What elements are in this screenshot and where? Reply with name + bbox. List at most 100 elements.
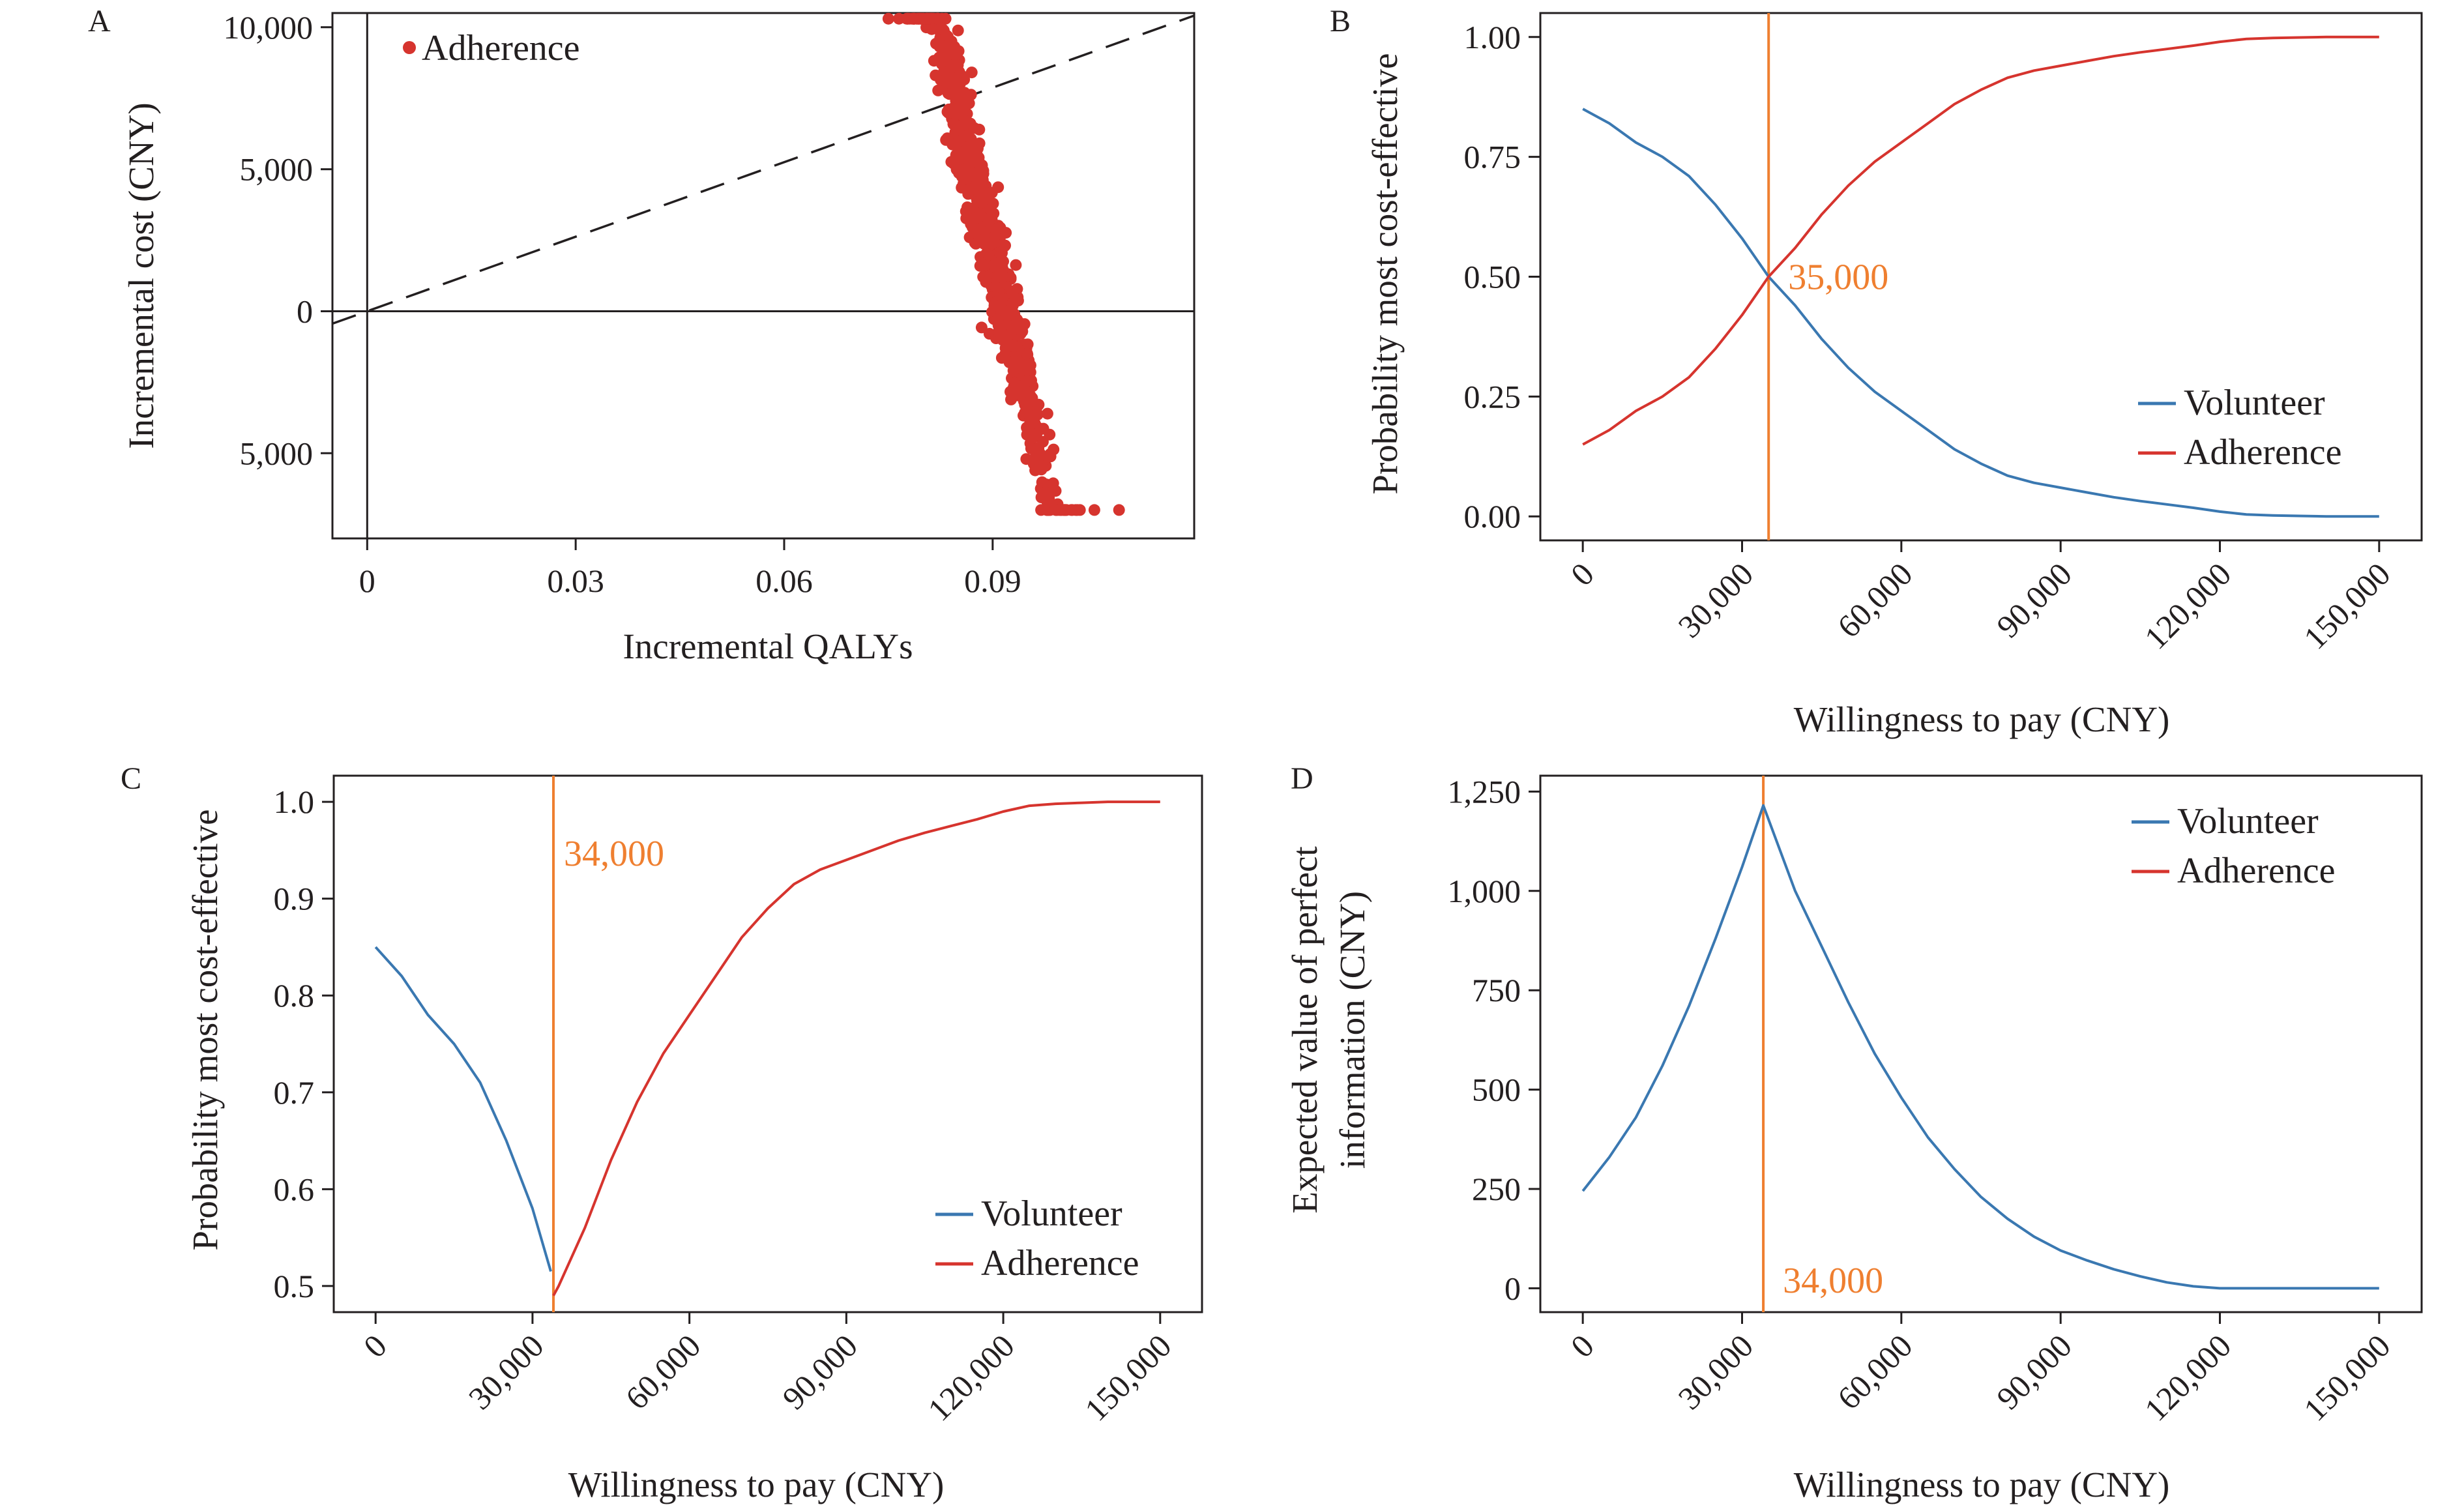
panel-c-series-volunteer — [374, 946, 552, 1272]
panel-a-point — [947, 72, 960, 85]
panel-letter-b: B — [1330, 4, 1351, 38]
panel-c-ytick-label: 0.7 — [274, 1074, 315, 1111]
panel-a-point — [1053, 504, 1066, 516]
panel-b-ytick-label: 0.75 — [1464, 139, 1521, 175]
panel-a-threshold-dashed-line — [332, 14, 1194, 325]
panel-c-legend-label-adherence: Adherence — [981, 1243, 1139, 1283]
panel-d-ytick-label: 750 — [1472, 972, 1521, 1008]
panel-a-point — [955, 119, 967, 132]
panel-a-point — [1010, 259, 1022, 271]
panel-a-point — [972, 196, 984, 208]
panel-c-acceptability-frontier: Willingness to pay (CNY) Probability mos… — [185, 774, 1203, 1504]
panel-a-ytick-label: 10,000 — [224, 9, 314, 46]
panel-a-ytick-label: 5,000 — [240, 151, 314, 188]
panel-a-point — [1000, 227, 1012, 239]
panel-a-point — [932, 84, 945, 96]
panel-b-series-adherence — [1582, 35, 2379, 446]
panel-a-plot-frame — [331, 12, 1195, 540]
panel-b-ytick-label: 0.25 — [1464, 378, 1521, 415]
panel-a-point — [964, 183, 976, 196]
panel-a-point — [941, 132, 954, 145]
panel-a-legend-label-adherence: Adherence — [422, 28, 580, 68]
panel-a-point — [1044, 428, 1056, 441]
panel-d-xtick-label: 90,000 — [1989, 1327, 2079, 1416]
panel-a-ytick-label: 0 — [297, 293, 313, 329]
panel-a-point — [943, 42, 955, 54]
panel-a-point — [995, 267, 1008, 280]
panel-a-point — [1021, 375, 1033, 387]
panel-a-xtick-label: 0.06 — [755, 563, 813, 599]
panel-b-threshold-label: 35,000 — [1788, 257, 1888, 298]
panel-d-xtick-label: 0 — [1564, 1327, 1601, 1364]
panel-c-xtick-label: 30,000 — [462, 1327, 551, 1416]
panel-a-point — [969, 147, 982, 160]
panel-a-point — [1035, 504, 1048, 516]
panel-c-xtick-label: 60,000 — [619, 1327, 708, 1416]
panel-d-evpi-curve: Willingness to pay (CNY) Expected value … — [1285, 773, 2423, 1504]
panel-a-point — [1034, 447, 1046, 460]
panel-a-point — [1029, 417, 1041, 429]
panel-a-point — [948, 59, 960, 71]
panel-c-series-adherence — [552, 800, 1160, 1297]
panel-a-point — [1024, 359, 1036, 372]
panel-a-point — [1025, 427, 1037, 439]
panel-d-threshold-label: 34,000 — [1783, 1261, 1883, 1301]
panel-d-legend-label-volunteer: Volunteer — [2177, 801, 2319, 842]
panel-d-series-volunteer — [1581, 804, 2379, 1290]
panel-d-xlabel: Willingness to pay (CNY) — [1794, 1465, 2170, 1504]
panel-b-ytick-label: 1.00 — [1464, 19, 1521, 55]
panel-d-ytick-label: 0 — [1504, 1270, 1521, 1306]
panel-b-acceptability-curve: Willingness to pay (CNY) Probability mos… — [1365, 12, 2423, 739]
panel-c-ytick-label: 0.5 — [274, 1268, 315, 1304]
panel-b-xtick-label: 0 — [1564, 555, 1601, 593]
panel-a-point — [982, 248, 995, 261]
panel-b-xtick-label: 60,000 — [1830, 555, 1920, 645]
panel-d-xtick-label: 150,000 — [2296, 1327, 2398, 1428]
panel-d-ytick-label: 250 — [1472, 1171, 1521, 1207]
panel-c-threshold-label: 34,000 — [564, 834, 664, 874]
panel-a-incremental-cost-scatter: Incremental QALYs Incremental cost (CNY)… — [121, 9, 1195, 666]
panel-a-point — [1088, 504, 1100, 516]
panel-a-point — [954, 135, 966, 147]
panel-a-point — [965, 66, 978, 79]
panel-c-xtick-label: 120,000 — [920, 1327, 1021, 1428]
panel-a-point — [1006, 287, 1019, 299]
panel-b-xtick-label: 90,000 — [1989, 555, 2079, 645]
panel-a-point — [908, 12, 920, 25]
panel-d-xtick-label: 120,000 — [2137, 1327, 2238, 1428]
panel-c-xtick-label: 150,000 — [1078, 1327, 1179, 1428]
panel-d-plot-frame — [1539, 774, 2423, 1313]
panel-b-legend-label-volunteer: Volunteer — [2184, 383, 2325, 423]
panel-a-point — [984, 203, 997, 216]
panel-a-point — [930, 69, 942, 81]
panel-b-xtick-label: 150,000 — [2296, 555, 2398, 656]
panel-a-point — [1113, 504, 1125, 516]
panel-letter-c: C — [121, 761, 141, 796]
panel-a-point — [1025, 443, 1037, 455]
panel-a-point — [1021, 347, 1033, 360]
panel-a-point — [1006, 323, 1019, 336]
panel-a-point — [1034, 460, 1047, 472]
panel-b-ylabel: Probability most cost-effective — [1365, 53, 1405, 494]
panel-c-xlabel: Willingness to pay (CNY) — [568, 1465, 945, 1504]
panel-a-point — [997, 304, 1009, 316]
panel-d-ylabel-line1: Expected value of perfect — [1285, 846, 1325, 1213]
panel-b-xlabel: Willingness to pay (CNY) — [1794, 699, 2170, 739]
panel-a-point — [952, 45, 965, 57]
panel-d-ytick-label: 1,000 — [1448, 873, 1521, 909]
panel-c-plot-frame — [332, 774, 1203, 1313]
panel-a-point — [972, 223, 984, 235]
panel-a-point — [1013, 356, 1025, 368]
panel-a-point — [999, 342, 1012, 354]
panel-c-ytick-label: 0.8 — [274, 977, 315, 1014]
panel-a-point — [1018, 318, 1031, 330]
panel-a-point — [922, 12, 934, 25]
panel-a-point — [943, 88, 956, 100]
panel-a-point — [930, 37, 942, 50]
panel-a-point — [975, 321, 988, 334]
panel-a-point — [1040, 486, 1051, 499]
panel-a-point — [968, 122, 980, 134]
panel-c-xtick-label: 0 — [357, 1327, 394, 1364]
panel-a-point — [935, 22, 947, 35]
panel-a-xtick-label: 0.03 — [547, 563, 604, 599]
